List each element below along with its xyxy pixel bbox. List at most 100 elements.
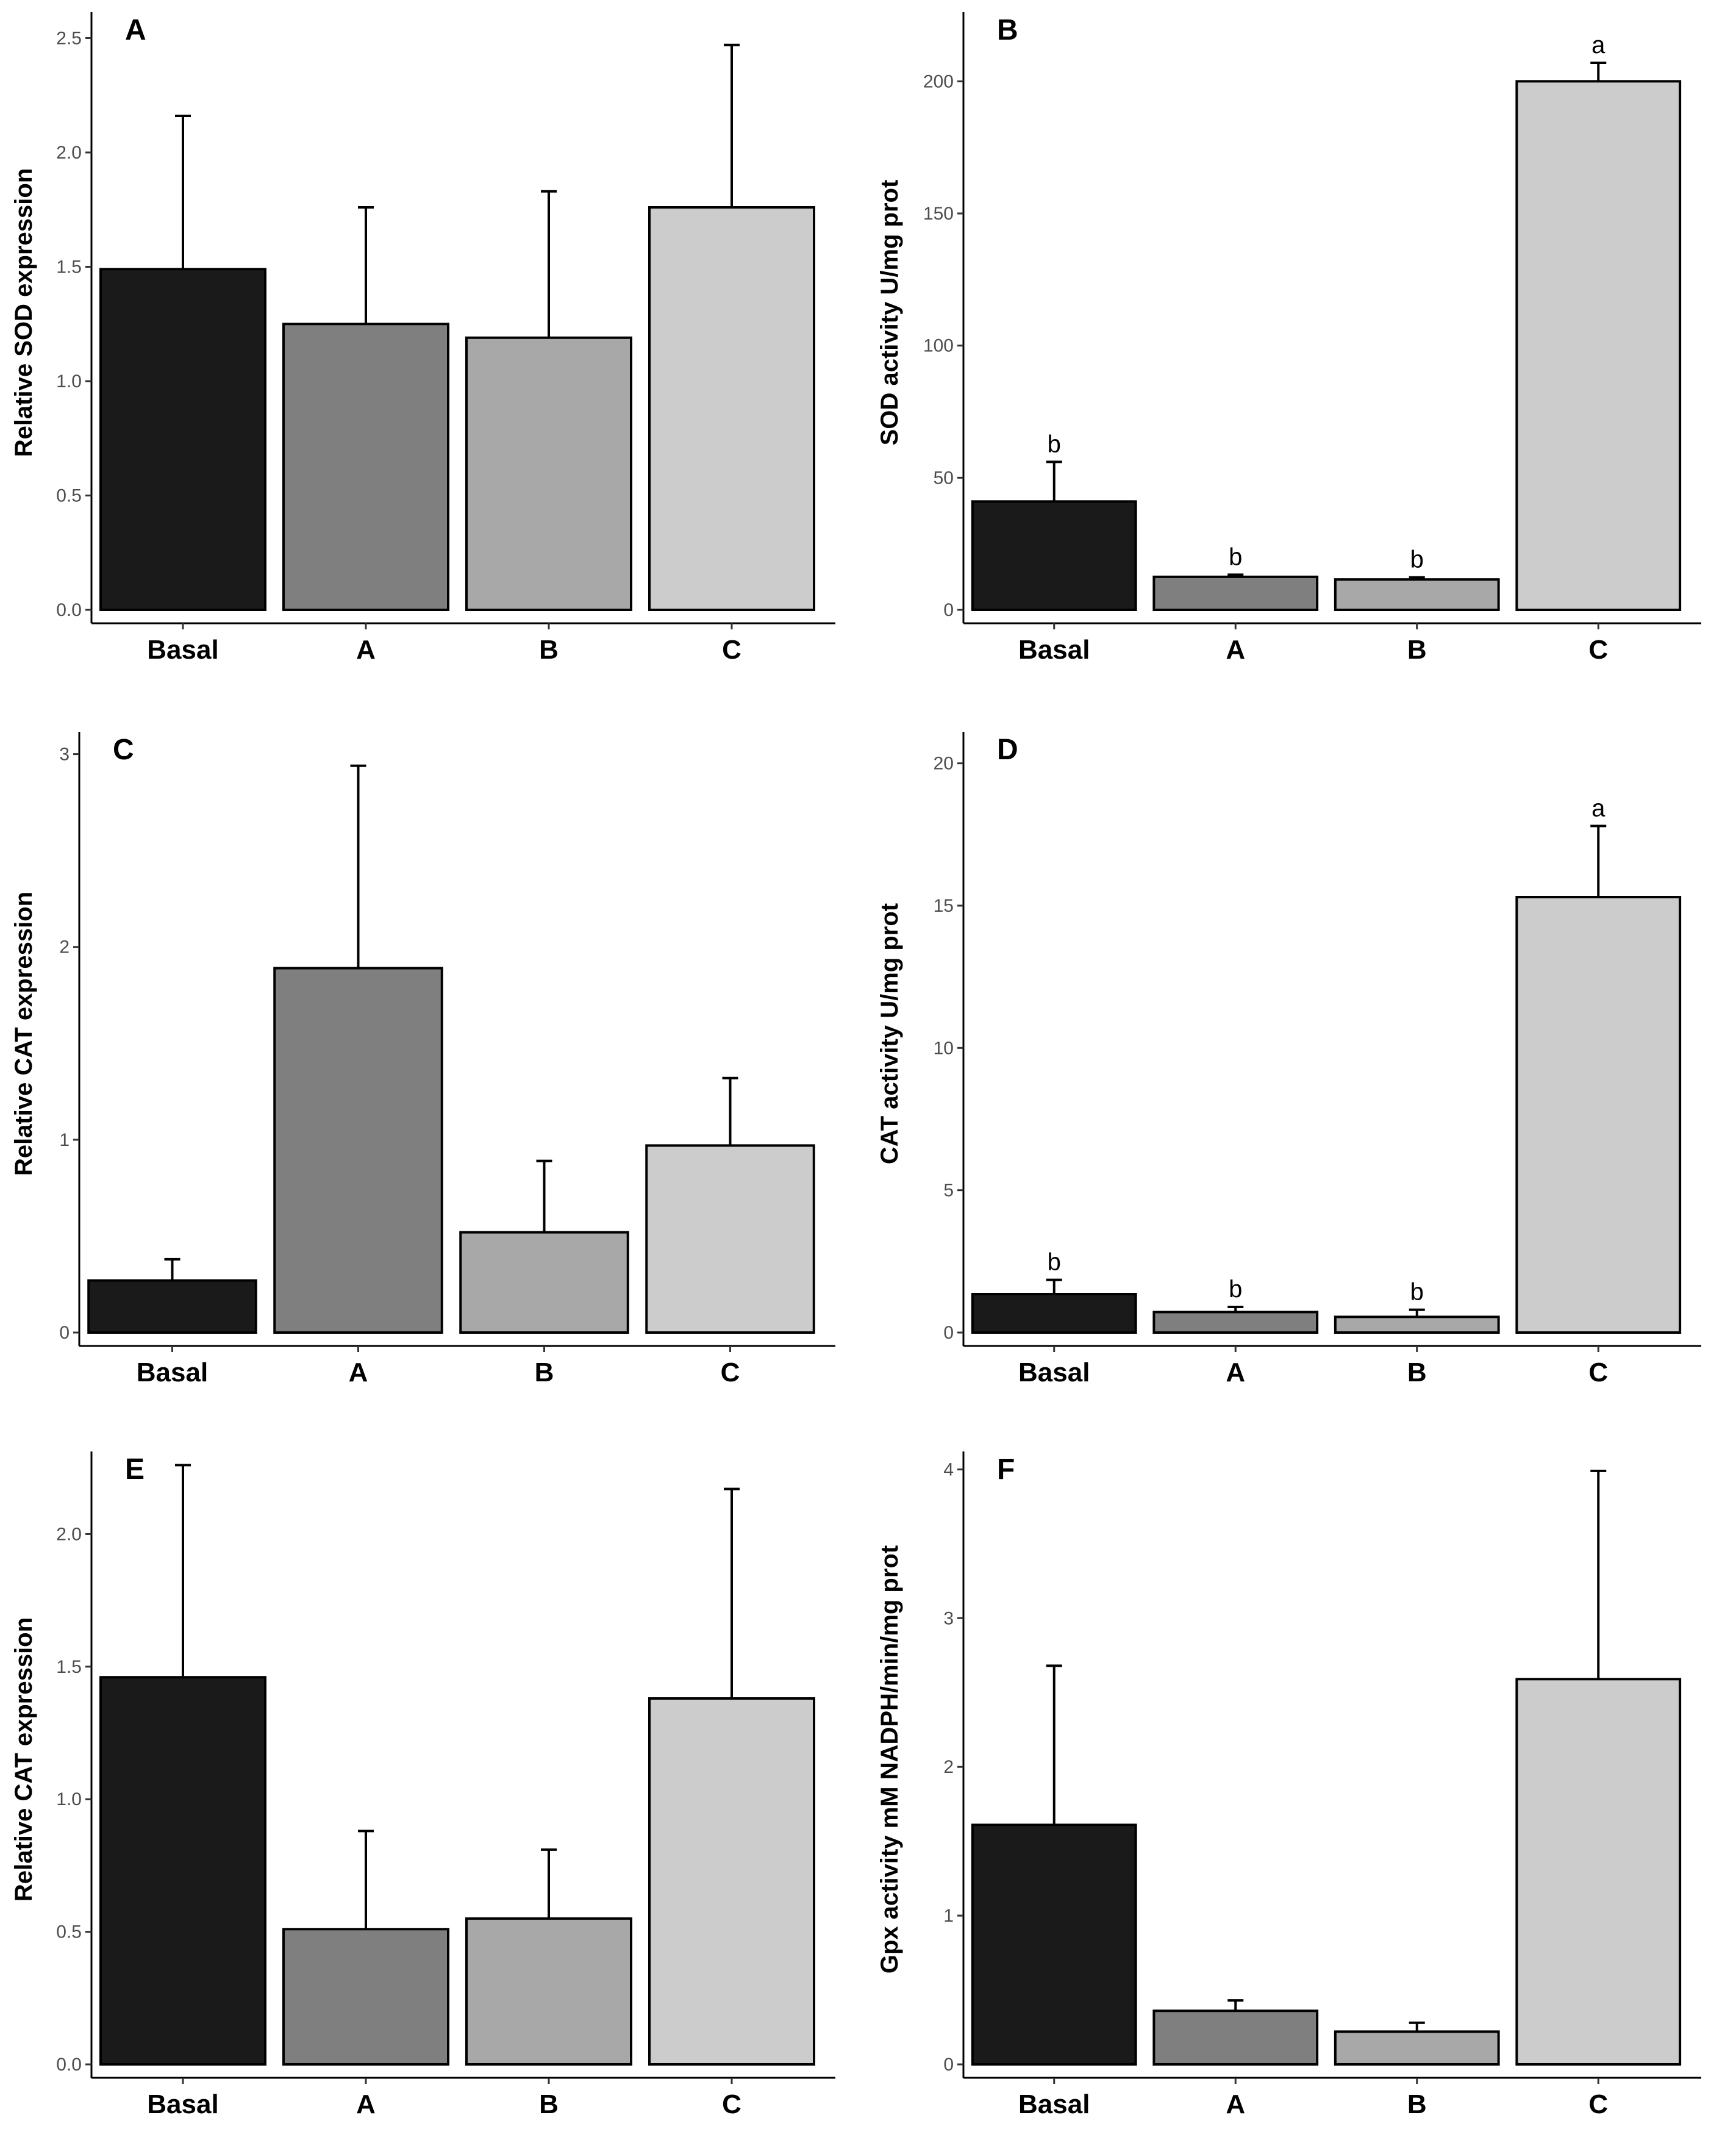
x-tick-label-b: B bbox=[539, 635, 559, 665]
y-axis-title: Relative CAT expression bbox=[10, 892, 37, 1176]
x-tick-label-basal: Basal bbox=[137, 1358, 208, 1387]
x-tick-label-a: A bbox=[349, 1358, 368, 1387]
y-tick-label: 2 bbox=[943, 1757, 954, 1777]
y-tick-label: 1.0 bbox=[56, 371, 82, 392]
x-tick-label-basal: Basal bbox=[147, 635, 218, 665]
bar-b bbox=[1334, 2030, 1500, 2066]
x-tick-label-c: C bbox=[721, 1358, 740, 1387]
x-tick-label-a: A bbox=[1226, 1358, 1245, 1387]
x-tick-label-a: A bbox=[356, 635, 376, 665]
y-axis-title: Relative CAT expression bbox=[10, 1617, 37, 1902]
panel-c-chart: 0 1 2 3 Relative CAT expression C Basal A B C bbox=[10, 732, 835, 1387]
bar-c bbox=[1515, 896, 1682, 1334]
significance-label-a: b bbox=[1229, 543, 1242, 570]
y-tick-label: 20 bbox=[934, 754, 954, 774]
y-tick-label: 0.0 bbox=[56, 600, 82, 620]
significance-label-b: b bbox=[1410, 546, 1424, 573]
y-axis-title: CAT activity U/mg prot bbox=[876, 903, 903, 1164]
y-tick-label: 0 bbox=[943, 2055, 954, 2075]
x-tick-label-b: B bbox=[1407, 1358, 1427, 1387]
y-tick-label: 0.5 bbox=[56, 486, 82, 506]
bar-a bbox=[1152, 2009, 1319, 2066]
bar-b bbox=[1334, 1315, 1500, 1334]
y-tick-label: 2.5 bbox=[56, 29, 82, 49]
y-tick-label: 100 bbox=[923, 336, 954, 356]
y-tick-label: 1.5 bbox=[56, 1657, 82, 1677]
y-tick-label: 2 bbox=[59, 937, 70, 957]
x-tick-label-basal: Basal bbox=[1018, 635, 1090, 665]
y-tick-label: 4 bbox=[943, 1459, 954, 1480]
x-tick-label-c: C bbox=[1588, 2089, 1608, 2119]
bar-b bbox=[465, 1917, 632, 2066]
y-tick-label: 1 bbox=[943, 1906, 954, 1926]
x-tick-label-a: A bbox=[1226, 2089, 1245, 2119]
y-tick-label: 0.0 bbox=[56, 2055, 82, 2075]
y-tick-label: 1.0 bbox=[56, 1789, 82, 1809]
bar-a bbox=[282, 1928, 449, 2066]
y-tick-label: 150 bbox=[923, 204, 954, 224]
y-tick-label: 3 bbox=[943, 1608, 954, 1628]
bar-a bbox=[273, 967, 443, 1334]
x-tick-label-a: A bbox=[1226, 635, 1245, 665]
y-tick-label: 2.0 bbox=[56, 143, 82, 163]
y-tick-label: 5 bbox=[943, 1181, 954, 1201]
y-axis-title: Gpx activity mM NADPH/min/mg prot bbox=[876, 1545, 903, 1974]
x-tick-label-c: C bbox=[722, 2089, 741, 2119]
significance-label-b: b bbox=[1410, 1279, 1424, 1306]
bar-c bbox=[648, 206, 815, 611]
bar-a bbox=[1152, 1311, 1319, 1334]
significance-label-a: b bbox=[1229, 1276, 1242, 1303]
bar-basal bbox=[99, 268, 266, 611]
y-tick-label: 2.0 bbox=[56, 1524, 82, 1544]
panel-label: A bbox=[125, 14, 146, 46]
y-tick-label: 0 bbox=[943, 1323, 954, 1343]
bar-c bbox=[1515, 1678, 1682, 2066]
x-tick-label-c: C bbox=[1588, 1358, 1608, 1387]
panel-label: C bbox=[113, 734, 134, 766]
panel-label: E bbox=[125, 1453, 145, 1486]
bar-basal bbox=[971, 500, 1137, 611]
bar-basal bbox=[971, 1293, 1137, 1334]
x-tick-label-basal: Basal bbox=[1018, 1358, 1090, 1387]
significance-label-basal: b bbox=[1048, 1249, 1061, 1276]
bar-b bbox=[1334, 578, 1500, 612]
y-tick-label: 200 bbox=[923, 71, 954, 91]
bar-a bbox=[1152, 575, 1319, 611]
bar-c bbox=[1515, 80, 1682, 612]
panel-d-chart: 0 5 10 15 20 CAT activity U/mg prot D Basal b Ab B… bbox=[876, 732, 1701, 1387]
x-tick-label-basal: Basal bbox=[147, 2089, 218, 2119]
bar-basal bbox=[87, 1279, 257, 1334]
bar-a bbox=[282, 323, 449, 611]
y-tick-label: 15 bbox=[934, 896, 954, 916]
panel-a-chart: 0.0 0.5 1.0 1.5 2.0 2.5 Relative SOD expressio… bbox=[10, 12, 835, 665]
y-axis-title: Relative SOD expression bbox=[10, 168, 37, 457]
y-tick-label: 50 bbox=[934, 468, 954, 488]
y-tick-label: 10 bbox=[934, 1038, 954, 1058]
x-tick-label-b: B bbox=[535, 1358, 554, 1387]
bar-basal bbox=[971, 1823, 1137, 2066]
panel-label: B bbox=[997, 14, 1018, 46]
y-tick-label: 3 bbox=[59, 745, 70, 765]
bar-c bbox=[648, 1697, 815, 2066]
x-tick-label-basal: Basal bbox=[1018, 2089, 1090, 2119]
bar-b bbox=[465, 336, 632, 611]
y-tick-label: 1.5 bbox=[56, 257, 82, 277]
y-tick-label: 1 bbox=[59, 1130, 70, 1150]
panel-f-chart: 0 1 2 3 4 Gpx activity mM NADPH/min/mg prot F B… bbox=[876, 1451, 1701, 2119]
panel-e-chart: 0.0 0.5 1.0 1.5 2.0 Relative CAT expression E B… bbox=[10, 1451, 835, 2119]
y-axis-title: SOD activity U/mg prot bbox=[876, 180, 903, 446]
significance-label-c: a bbox=[1591, 32, 1606, 59]
x-tick-label-b: B bbox=[1407, 2089, 1427, 2119]
x-tick-label-b: B bbox=[539, 2089, 559, 2119]
bar-b bbox=[459, 1231, 629, 1334]
x-tick-label-a: A bbox=[356, 2089, 376, 2119]
y-tick-label: 0.5 bbox=[56, 1922, 82, 1942]
y-tick-label: 0 bbox=[59, 1323, 70, 1343]
x-tick-label-c: C bbox=[722, 635, 741, 665]
x-tick-label-c: C bbox=[1588, 635, 1608, 665]
bar-c bbox=[645, 1144, 815, 1334]
significance-label-c: a bbox=[1591, 795, 1606, 821]
panel-label: F bbox=[997, 1453, 1015, 1486]
y-tick-label: 0 bbox=[943, 600, 954, 620]
bar-basal bbox=[99, 1676, 266, 2066]
